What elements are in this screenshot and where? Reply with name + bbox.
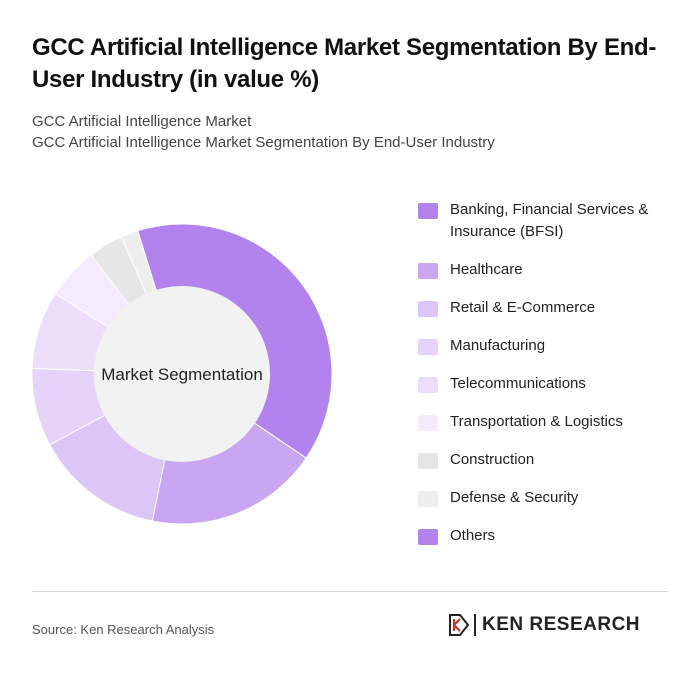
legend-item: Banking, Financial Services & Insurance …	[418, 199, 668, 243]
legend-item: Construction	[418, 449, 668, 471]
legend-label: Healthcare	[450, 261, 523, 278]
legend-item: Defense & Security	[418, 487, 668, 509]
chart-subtitle-market: GCC Artificial Intelligence Market	[32, 113, 252, 130]
logo-text: KEN RESEARCH	[482, 614, 641, 635]
legend-swatch	[418, 453, 438, 469]
chart-subtitle-segmentation: GCC Artificial Intelligence Market Segme…	[32, 134, 495, 151]
legend-swatch	[418, 301, 438, 317]
legend-label: Manufacturing	[450, 337, 546, 354]
legend-item: Telecommunications	[418, 373, 668, 395]
legend-swatch	[418, 415, 438, 431]
legend-label: Construction	[450, 451, 535, 468]
legend-swatch	[418, 339, 438, 355]
logo-divider	[474, 614, 476, 636]
chart-legend: Banking, Financial Services & Insurance …	[418, 199, 668, 563]
divider	[32, 591, 668, 592]
legend-label: Defense & Security	[450, 489, 579, 506]
legend-label: Transportation & Logistics	[450, 413, 623, 430]
legend-item: Healthcare	[418, 259, 668, 281]
legend-swatch	[418, 203, 438, 219]
legend-swatch	[418, 529, 438, 545]
legend-label: Retail & E-Commerce	[450, 299, 596, 316]
legend-item: Transportation & Logistics	[418, 411, 668, 433]
legend-label: Banking, Financial Services & Insurance …	[450, 201, 649, 240]
ken-research-logo-icon	[449, 614, 470, 636]
legend-item: Manufacturing	[418, 335, 668, 357]
legend-label: Others	[450, 527, 496, 544]
legend-label: Telecommunications	[450, 375, 586, 392]
source-note: Source: Ken Research Analysis	[32, 622, 215, 637]
ken-research-logo: KEN RESEARCH	[448, 613, 640, 637]
legend-swatch	[418, 263, 438, 279]
legend-item: Retail & E-Commerce	[418, 297, 668, 319]
donut-chart: Market Segmentation	[31, 223, 333, 525]
donut-hole	[94, 286, 270, 462]
legend-swatch	[418, 377, 438, 393]
legend-item: Others	[418, 525, 668, 547]
legend-swatch	[418, 491, 438, 507]
donut-center-label: Market Segmentation	[101, 365, 263, 384]
chart-title: GCC Artificial Intelligence Market Segme…	[32, 34, 657, 93]
